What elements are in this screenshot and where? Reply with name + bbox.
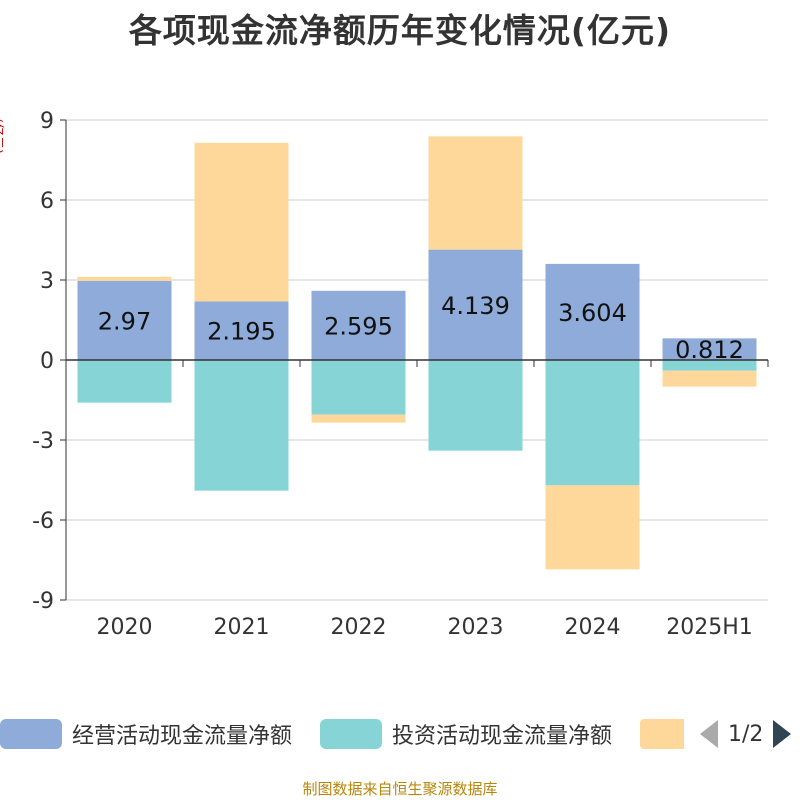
data-label: 4.139 bbox=[441, 292, 510, 320]
chart-title: 各项现金流净额历年变化情况(亿元) bbox=[128, 11, 672, 50]
bar-investing-2024 bbox=[545, 360, 640, 486]
bar-third-2023 bbox=[428, 136, 523, 250]
bar-third-2025H1 bbox=[662, 370, 757, 387]
data-label: 2.195 bbox=[207, 318, 276, 346]
x-tick-label: 2022 bbox=[331, 615, 387, 640]
bar-investing-2023 bbox=[428, 360, 523, 451]
pager-page-indicator: 1/2 bbox=[728, 721, 764, 747]
y-tick-label: 3 bbox=[40, 269, 54, 294]
bar-third-2024 bbox=[545, 485, 640, 570]
pager-prev-icon[interactable] bbox=[700, 720, 718, 748]
y-tick-label: 6 bbox=[40, 189, 54, 214]
source-note: 制图数据来自恒生聚源数据库 bbox=[302, 780, 498, 798]
y-tick-label: -9 bbox=[32, 589, 54, 614]
data-label: 2.97 bbox=[98, 307, 151, 335]
bar-operating-2022 bbox=[311, 290, 406, 360]
bar-third-2022 bbox=[311, 414, 406, 423]
x-tick-label: 2023 bbox=[448, 615, 504, 640]
legend-item-investing[interactable]: 投资活动现金流量净额 bbox=[320, 714, 612, 754]
bar-third-2020 bbox=[77, 276, 172, 281]
bar-operating-2020 bbox=[77, 280, 172, 360]
legend-pager: 1/2 bbox=[700, 714, 792, 754]
y-tick-label: 9 bbox=[40, 109, 54, 134]
legend-swatch-operating bbox=[0, 719, 62, 749]
pager-next-icon[interactable] bbox=[773, 720, 792, 748]
bar-investing-2020 bbox=[77, 360, 172, 403]
bar-operating-2023 bbox=[428, 249, 523, 360]
bar-operating-2025H1 bbox=[662, 338, 757, 360]
bar-investing-2025H1 bbox=[662, 360, 757, 371]
legend-swatch-investing bbox=[320, 719, 382, 749]
bar-operating-2021 bbox=[194, 301, 289, 360]
x-tick-label: 2025H1 bbox=[666, 615, 753, 640]
data-label: 3.604 bbox=[558, 299, 627, 327]
legend-label-operating: 经营活动现金流量净额 bbox=[72, 724, 293, 749]
legend-swatch-third bbox=[640, 719, 684, 749]
y-tick-label: -3 bbox=[32, 429, 54, 454]
bar-operating-2024 bbox=[545, 263, 640, 360]
legend: 经营活动现金流量净额 投资活动现金流量净额 1/2 bbox=[0, 714, 800, 758]
legend-label-investing: 投资活动现金流量净额 bbox=[392, 724, 613, 749]
bar-investing-2022 bbox=[311, 360, 406, 415]
x-tick-label: 2021 bbox=[214, 615, 270, 640]
bar-third-2021 bbox=[194, 142, 289, 302]
x-tick-label: 2020 bbox=[97, 615, 153, 640]
x-tick-label: 2024 bbox=[565, 615, 621, 640]
y-tick-label: 0 bbox=[40, 349, 54, 374]
data-label: 2.595 bbox=[324, 312, 393, 340]
y-tick-label: -6 bbox=[32, 509, 54, 534]
legend-item-third[interactable] bbox=[640, 714, 694, 754]
legend-item-operating[interactable]: 经营活动现金流量净额 bbox=[0, 714, 292, 754]
bar-investing-2021 bbox=[194, 360, 289, 491]
